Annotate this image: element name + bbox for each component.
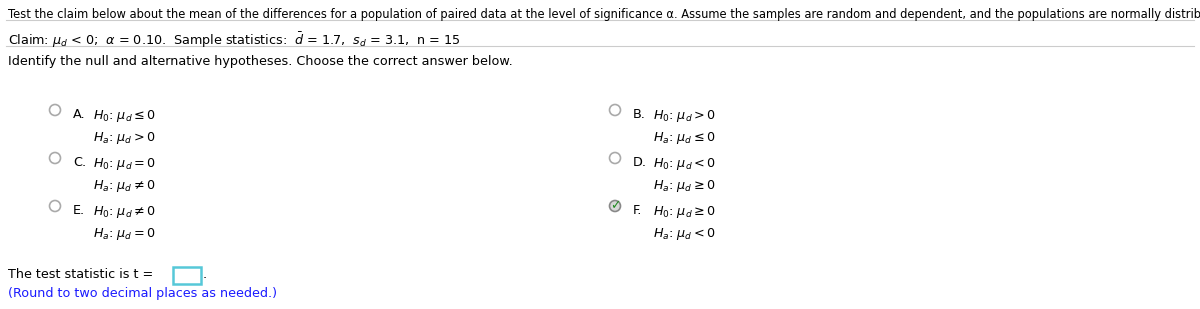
Text: C.: C. <box>73 156 86 169</box>
Text: $H_a$: $\mu_d \neq 0$: $H_a$: $\mu_d \neq 0$ <box>94 178 156 194</box>
Circle shape <box>610 201 620 211</box>
Text: D.: D. <box>634 156 647 169</box>
Text: The test statistic is t =: The test statistic is t = <box>8 268 157 281</box>
Text: $H_a$: $\mu_d > 0$: $H_a$: $\mu_d > 0$ <box>94 130 156 146</box>
Text: $H_a$: $\mu_d = 0$: $H_a$: $\mu_d = 0$ <box>94 226 156 242</box>
Circle shape <box>610 104 620 116</box>
Text: B.: B. <box>634 108 646 121</box>
Text: $H_a$: $\mu_d \leq 0$: $H_a$: $\mu_d \leq 0$ <box>653 130 715 146</box>
Circle shape <box>49 201 60 211</box>
Text: $H_0$: $\mu_d \geq 0$: $H_0$: $\mu_d \geq 0$ <box>653 204 716 220</box>
Text: Identify the null and alternative hypotheses. Choose the correct answer below.: Identify the null and alternative hypoth… <box>8 55 512 68</box>
Text: F.: F. <box>634 204 642 217</box>
Text: Claim: $\mu_d$ < 0;  $\alpha$ = 0.10.  Sample statistics:  $\bar{d}$ = 1.7,  $s_: Claim: $\mu_d$ < 0; $\alpha$ = 0.10. Sam… <box>8 30 461 49</box>
Text: $H_a$: $\mu_d \geq 0$: $H_a$: $\mu_d \geq 0$ <box>653 178 715 194</box>
Text: .: . <box>203 268 208 281</box>
Text: $H_0$: $\mu_d > 0$: $H_0$: $\mu_d > 0$ <box>653 108 716 124</box>
Text: $H_0$: $\mu_d \neq 0$: $H_0$: $\mu_d \neq 0$ <box>94 204 156 220</box>
Text: $H_0$: $\mu_d \leq 0$: $H_0$: $\mu_d \leq 0$ <box>94 108 156 124</box>
Text: (Round to two decimal places as needed.): (Round to two decimal places as needed.) <box>8 287 277 300</box>
Text: Test the claim below about the mean of the differences for a population of paire: Test the claim below about the mean of t… <box>8 8 1200 21</box>
FancyBboxPatch shape <box>173 267 202 284</box>
Circle shape <box>49 153 60 163</box>
Text: ✓: ✓ <box>610 199 620 212</box>
Text: A.: A. <box>73 108 85 121</box>
Text: E.: E. <box>73 204 85 217</box>
Text: $H_a$: $\mu_d < 0$: $H_a$: $\mu_d < 0$ <box>653 226 715 242</box>
Circle shape <box>610 153 620 163</box>
Text: $H_0$: $\mu_d = 0$: $H_0$: $\mu_d = 0$ <box>94 156 156 172</box>
Text: $H_0$: $\mu_d < 0$: $H_0$: $\mu_d < 0$ <box>653 156 716 172</box>
Circle shape <box>49 104 60 116</box>
